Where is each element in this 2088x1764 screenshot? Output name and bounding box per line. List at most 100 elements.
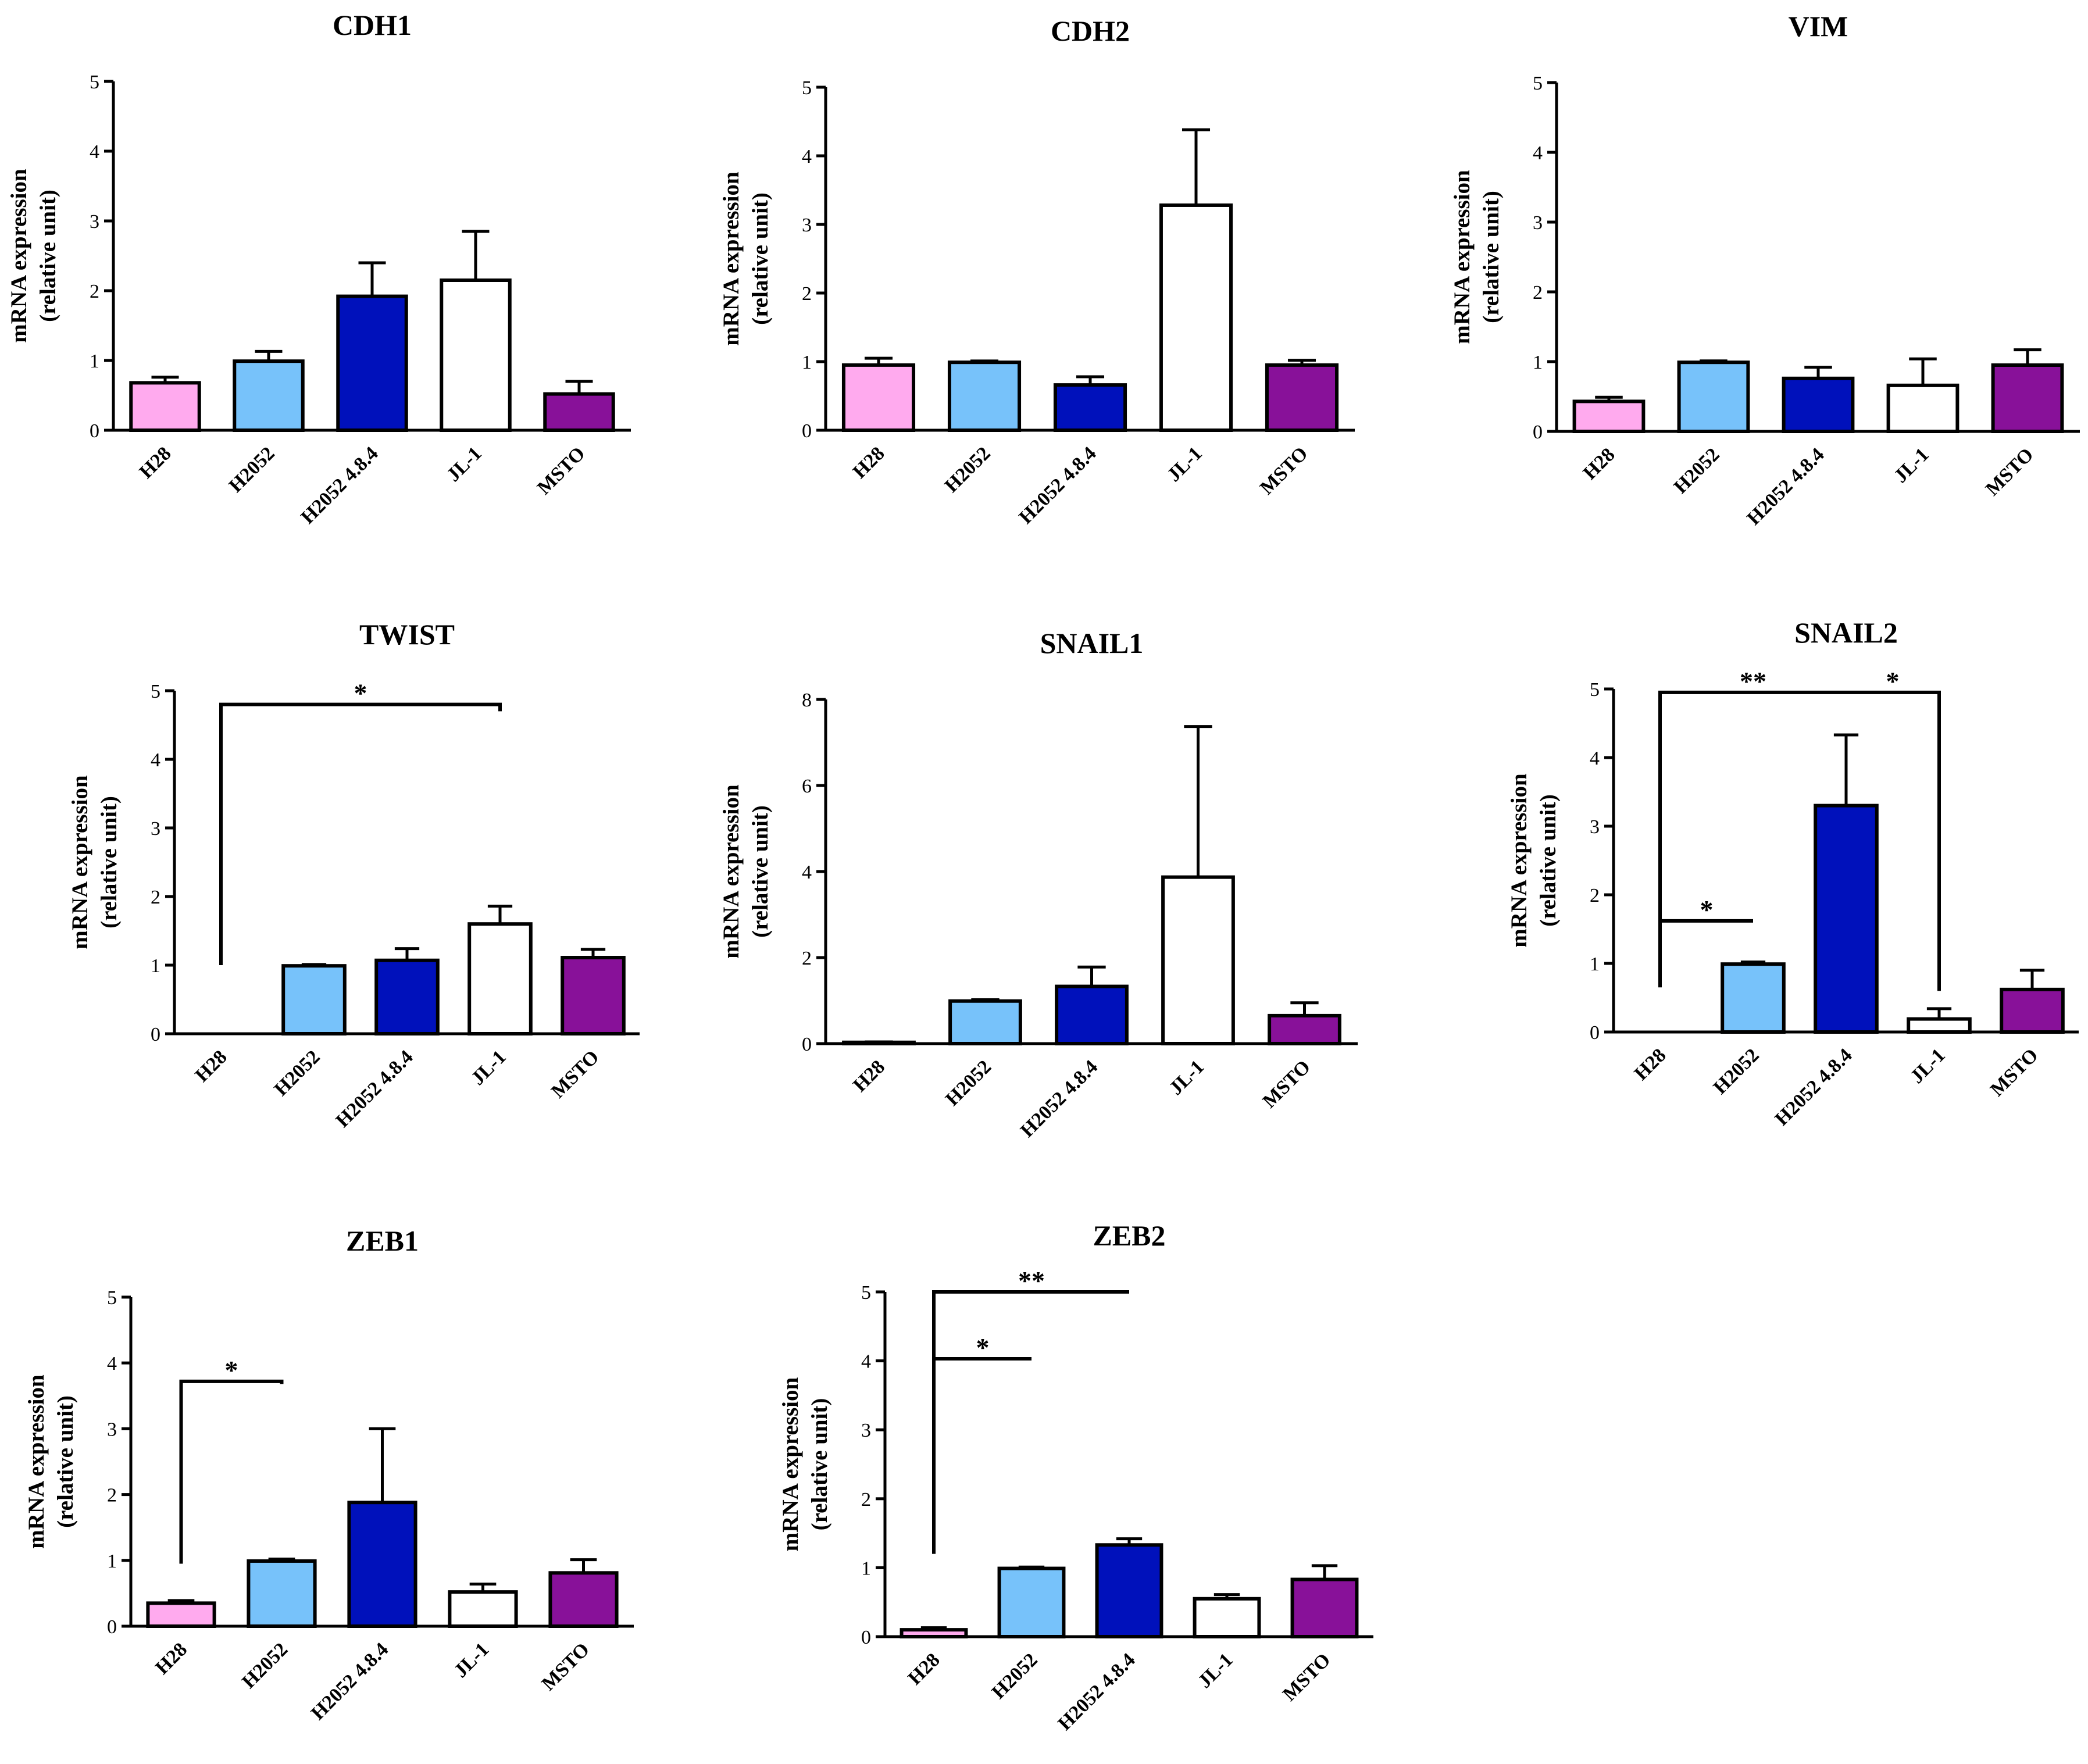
y-axis-label: mRNA expression [24,1374,49,1549]
bar [448,1590,518,1628]
y-tick-label: 2 [802,283,812,305]
bar [129,381,201,433]
x-tick-label: H2052 [225,442,279,497]
y-tick-label: 5 [1533,73,1543,94]
y-axis-label: mRNA expression [6,169,31,343]
y-tick-label: 4 [90,141,99,163]
y-tick-label: 1 [1590,954,1600,975]
y-tick-label: 0 [151,1024,160,1045]
chart-panel-snail2: SNAIL2 mRNA expression (relative unit) 0 1 2 3… [1507,616,2079,1130]
y-tick-label: 5 [107,1287,117,1309]
bar [842,1040,916,1046]
bar [1991,363,2064,433]
bar [1053,383,1127,432]
x-tick-label: H2052 [988,1649,1042,1703]
chart-title: CDH2 [1051,15,1130,47]
significance-label: * [354,679,367,708]
y-tick-label: 0 [802,1034,812,1055]
bar [561,956,626,1036]
y-tick-label: 4 [861,1351,871,1373]
bar [1721,962,1786,1034]
chart-title: SNAIL2 [1794,616,1898,649]
chart-title: ZEB2 [1093,1219,1165,1252]
bar [1290,1577,1359,1639]
y-tick-label: 5 [151,681,160,702]
chart-panel-zeb2: ZEB2 mRNA expression (relative unit) 0 1 2 3 4 5… [778,1219,1373,1735]
y-tick-label: 2 [1590,885,1600,906]
significance-bracket [932,1290,1129,1359]
x-tick-label: MSTO [533,442,590,499]
bar [1159,203,1233,432]
y-tick-label: 4 [1533,142,1543,164]
y-axis-label-unit: (relative unit) [1479,191,1504,323]
y-tick-label: 0 [802,420,812,442]
y-tick-label: 4 [802,146,812,167]
bar [1782,376,1855,433]
significance-label: ** [1018,1266,1045,1295]
x-tick-label: JL-1 [450,1638,493,1681]
y-tick-label: 2 [861,1489,871,1511]
y-axis-label-unit: (relative unit) [807,1398,832,1531]
y-tick-label: 1 [861,1558,871,1579]
x-tick-label: H28 [904,1649,944,1689]
x-tick-label: JL-1 [442,442,486,485]
bar [247,1559,317,1629]
y-tick-label: 2 [107,1485,117,1506]
bar [1572,399,1646,434]
x-tick-label: H2052 [270,1046,324,1100]
y-tick-label: 4 [107,1353,117,1374]
bar [947,360,1022,432]
y-tick-label: 0 [90,420,99,442]
y-tick-label: 3 [90,211,99,233]
y-tick-label: 3 [151,818,160,840]
x-tick-label: JL-1 [1194,1649,1237,1692]
bar [146,1601,216,1629]
chart-panel-cdh2: CDH2 mRNA expression (relative unit) 0 1 2 3 4 5… [719,15,1355,529]
y-tick-label: 8 [802,690,812,711]
x-tick-label: H2052 4.8.4 [332,1046,417,1131]
x-tick-label: MSTO [1259,1056,1315,1112]
x-tick-label: H28 [849,1056,889,1096]
bar [543,392,615,432]
x-tick-label: H2052 4.8.4 [297,442,383,528]
y-axis-label: mRNA expression [719,172,744,346]
bar [997,1566,1066,1638]
bar [1055,984,1129,1046]
y-tick-label: 2 [802,948,812,969]
x-tick-label: H2052 4.8.4 [1015,442,1101,528]
y-tick-label: 0 [861,1627,871,1648]
chart-panel-cdh1: CDH1 mRNA expression (relative unit) 0 1 2 3 4 5… [6,9,631,529]
bar [467,922,533,1036]
y-axis-label: mRNA expression [778,1377,803,1552]
chart-panel-zeb1: ZEB1 mRNA expression (relative unit) 0 1 2 3 4 5… [24,1224,634,1724]
y-tick-label: 5 [802,77,812,99]
x-tick-label: JL-1 [1906,1044,1949,1087]
significance-bracket [1846,690,1941,991]
significance-label: * [1700,895,1714,924]
bar [900,1628,968,1639]
bar [1265,363,1339,433]
significance-label: * [976,1333,990,1362]
y-tick-label: 3 [1533,212,1543,234]
significance-label: * [1886,666,1900,696]
x-tick-label: MSTO [1986,1044,2043,1101]
significance-bracket [1658,690,1846,921]
chart-title: ZEB1 [346,1224,419,1257]
chart-panel-snail1: SNAIL1 mRNA expression (relative unit) 0 2 4 6… [719,627,1358,1142]
y-tick-label: 3 [802,215,812,236]
bar [548,1571,619,1628]
y-axis-label-unit: (relative unit) [35,190,60,322]
chart-title: CDH1 [333,9,412,41]
y-axis-label: mRNA expression [67,775,92,949]
x-tick-label: JL-1 [467,1046,510,1089]
bar [281,964,347,1035]
x-tick-label: H2052 [941,1056,995,1110]
x-tick-label: MSTO [1982,444,2038,500]
bar [1886,383,1959,433]
y-tick-label: 5 [861,1282,871,1304]
chart-title: VIM [1789,10,1848,42]
x-tick-label: H2052 4.8.4 [1743,444,1829,529]
x-tick-label: H2052 [1670,444,1724,498]
y-tick-label: 4 [1590,748,1600,769]
